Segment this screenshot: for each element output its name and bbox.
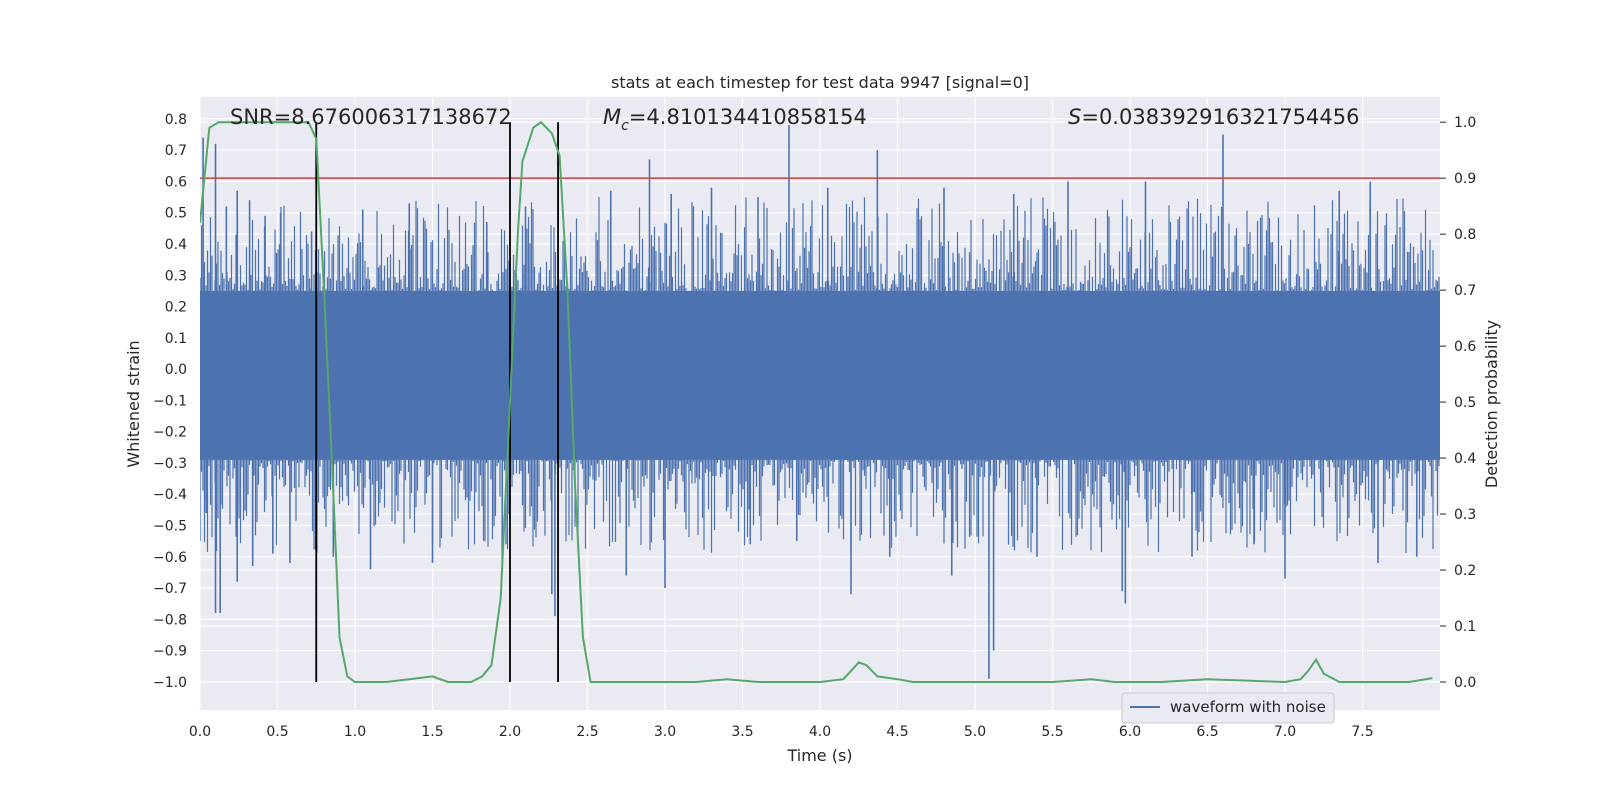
y-left-tick-label: −0.4 [153, 487, 187, 503]
snr-annotation: SNR=8.676006317138672 [230, 105, 512, 129]
detection-probability-line [200, 120, 1433, 684]
x-tick-label: 2.5 [576, 724, 598, 740]
chart-title: stats at each timestep for test data 994… [611, 73, 1029, 92]
x-tick-label: 7.5 [1351, 724, 1373, 740]
x-tick-label: 7.0 [1274, 724, 1296, 740]
y-right-tick-label: 0.6 [1454, 339, 1476, 355]
y-right-tick-labels: 1.0 0.9 0.8 0.7 0.6 0.5 0.4 0.3 0.2 0.1 0.0 [1440, 115, 1476, 691]
x-tick-label: 5.5 [1041, 724, 1063, 740]
s-symbol: S [1068, 105, 1081, 129]
y-left-tick-label: −1.0 [153, 675, 187, 691]
y-left-tick-label: 0.1 [165, 331, 187, 347]
y-right-tick-label: 0.9 [1454, 171, 1476, 187]
chirp-mass-annotation: Mc=4.810134410858154 [603, 105, 867, 134]
x-tick-label: 0.5 [266, 724, 288, 740]
y-left-tick-labels: 0.8 0.7 0.6 0.5 0.4 0.3 0.2 0.1 0.0 −0.1 −0.2 −0.3 −… [153, 112, 187, 691]
x-tick-label: 6.5 [1196, 724, 1218, 740]
s-annotation: S=0.038392916321754456 [1068, 105, 1359, 129]
chirp-mass-value: =4.810134410858154 [629, 105, 867, 129]
y-right-axis-label: Detection probability [1482, 320, 1501, 488]
x-tick-label: 2.0 [499, 724, 521, 740]
y-left-tick-label: 0.2 [165, 300, 187, 316]
y-right-tick-label: 0.5 [1454, 395, 1476, 411]
s-value: =0.038392916321754456 [1081, 105, 1359, 129]
x-tick-label: 0.0 [189, 724, 211, 740]
waveform-series [200, 125, 1440, 679]
y-left-tick-label: −0.1 [153, 393, 187, 409]
y-left-tick-label: −0.9 [153, 644, 187, 660]
legend: waveform with noise [1121, 692, 1335, 724]
x-tick-label: 6.0 [1119, 724, 1141, 740]
y-left-tick-label: 0.6 [165, 174, 187, 190]
x-tick-label: 3.0 [654, 724, 676, 740]
y-left-tick-label: 0.4 [165, 237, 187, 253]
y-right-tick-label: 0.0 [1454, 675, 1476, 691]
y-left-tick-label: 0.3 [165, 268, 187, 284]
y-left-axis-label: Whitened strain [124, 340, 143, 467]
x-axis-label: Time (s) [786, 746, 852, 765]
y-right-tick-label: 0.7 [1454, 283, 1476, 299]
y-right-tick-label: 1.0 [1454, 115, 1476, 131]
chirp-mass-symbol: M [603, 105, 621, 129]
y-left-tick-label: −0.2 [153, 425, 187, 441]
legend-box [1121, 692, 1335, 724]
legend-label: waveform with noise [1170, 698, 1326, 716]
y-left-tick-label: −0.6 [153, 550, 187, 566]
x-tick-labels: 0.0 0.5 1.0 1.5 2.0 2.5 3.0 3.5 4.0 4.5 5.0 5.5 6.0 6… [189, 724, 1374, 740]
x-tick-label: 1.5 [421, 724, 443, 740]
y-left-tick-label: −0.8 [153, 612, 187, 628]
y-left-tick-label: −0.3 [153, 456, 187, 472]
y-right-tick-label: 0.1 [1454, 619, 1476, 635]
x-tick-label: 5.0 [964, 724, 986, 740]
x-tick-label: 4.0 [809, 724, 831, 740]
y-right-tick-label: 0.4 [1454, 451, 1476, 467]
y-left-tick-label: −0.7 [153, 581, 187, 597]
y-left-tick-label: 0.5 [165, 206, 187, 222]
y-left-tick-label: 0.7 [165, 143, 187, 159]
y-right-tick-label: 0.8 [1454, 227, 1476, 243]
x-tick-label: 3.5 [731, 724, 753, 740]
y-right-tick-label: 0.2 [1454, 563, 1476, 579]
y-right-tick-label: 0.3 [1454, 507, 1476, 523]
chirp-mass-subscript: c [621, 118, 629, 134]
y-left-tick-label: 0.0 [165, 362, 187, 378]
x-tick-label: 1.0 [344, 724, 366, 740]
y-left-tick-label: 0.8 [165, 112, 187, 128]
waveform-noise-spikes [200, 197, 1440, 553]
x-tick-label: 4.5 [886, 724, 908, 740]
y-left-tick-label: −0.5 [153, 518, 187, 534]
